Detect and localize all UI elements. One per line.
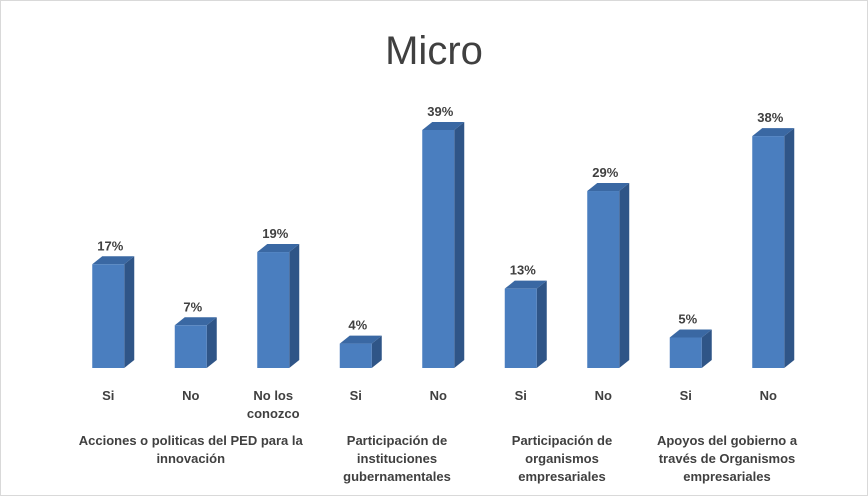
value-label: 13% xyxy=(510,263,536,278)
category-label: No xyxy=(429,388,447,403)
bar-side xyxy=(619,183,630,368)
category-label: No los conozco xyxy=(246,388,300,421)
bar-side xyxy=(701,329,712,368)
bar-side xyxy=(289,244,300,368)
bar-top xyxy=(257,244,300,253)
bar-top xyxy=(587,183,630,192)
bar-top xyxy=(752,128,795,137)
bar-side xyxy=(206,317,217,368)
bar-top xyxy=(92,256,135,265)
category-label: Si xyxy=(679,388,692,403)
bar xyxy=(752,128,795,368)
bar-front xyxy=(587,191,620,368)
value-label: 5% xyxy=(678,311,697,326)
group-label: Acciones o politicas del PED para la inn… xyxy=(78,433,303,466)
group-label: Participación de instituciones gubername… xyxy=(343,433,451,484)
category-label: No xyxy=(759,388,777,403)
category-label: No xyxy=(182,388,200,403)
bar-front xyxy=(504,288,537,368)
bar xyxy=(587,183,630,368)
bar xyxy=(174,317,217,368)
category-label: Si xyxy=(102,388,115,403)
bar-front xyxy=(422,130,455,368)
bar-side xyxy=(454,122,465,368)
bar xyxy=(669,329,712,368)
bar-front xyxy=(669,337,702,368)
bar-front xyxy=(339,343,372,368)
bar-side xyxy=(124,256,135,368)
bar xyxy=(257,244,300,368)
category-label: Si xyxy=(514,388,527,403)
value-label: 4% xyxy=(348,318,367,333)
bar-front xyxy=(92,264,125,368)
bar-side xyxy=(371,335,382,368)
group-label: Apoyos del gobierno a través de Organism… xyxy=(656,433,798,484)
bar xyxy=(339,335,382,368)
category-label: No xyxy=(594,388,612,403)
value-label: 39% xyxy=(427,104,453,119)
category-label: Si xyxy=(349,388,362,403)
bar-top xyxy=(669,329,712,338)
bar-front xyxy=(257,252,290,368)
chart-title: Micro xyxy=(385,29,483,73)
bar-top xyxy=(339,335,382,344)
bar-top xyxy=(422,122,465,130)
value-label: 38% xyxy=(757,110,783,125)
value-label: 19% xyxy=(262,226,288,241)
bar-side xyxy=(536,280,547,368)
bar-front xyxy=(752,136,785,368)
bar-top xyxy=(174,317,217,326)
bar-side xyxy=(784,128,795,368)
bar-front xyxy=(174,325,207,368)
bar xyxy=(92,256,135,368)
bar xyxy=(504,280,547,368)
group-label: Participación de organismos empresariale… xyxy=(511,433,613,484)
value-label: 29% xyxy=(592,165,618,180)
value-label: 17% xyxy=(97,238,123,253)
bar xyxy=(422,122,465,368)
value-label: 7% xyxy=(183,299,202,314)
bar-top xyxy=(504,280,547,289)
